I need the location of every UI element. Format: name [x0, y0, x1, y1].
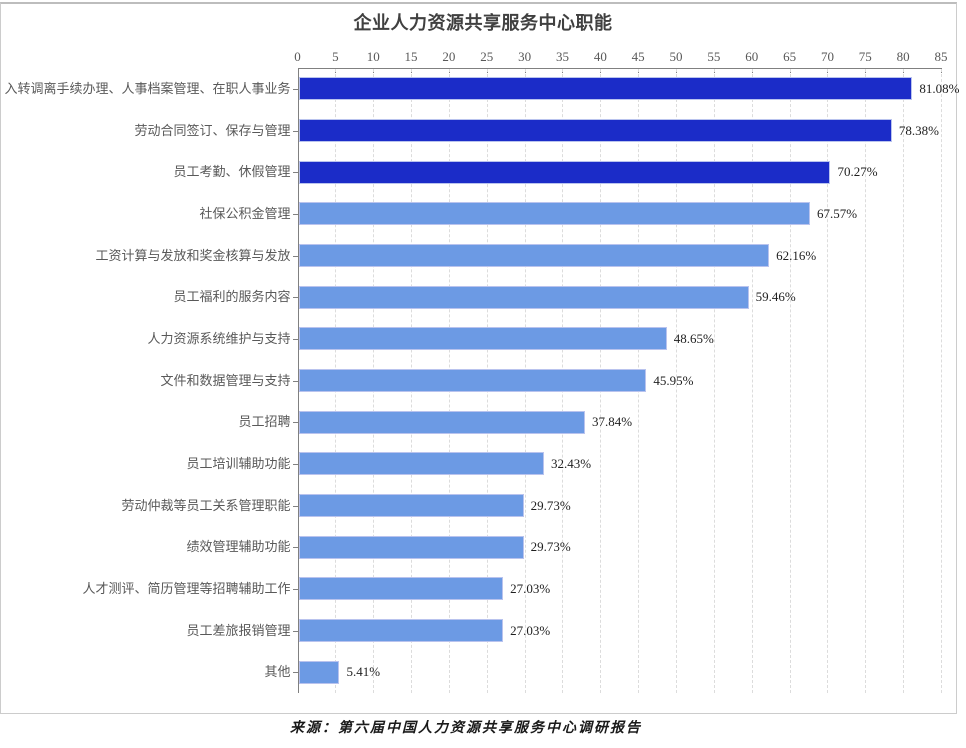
bar: [298, 369, 647, 392]
bar: [298, 410, 585, 434]
bar: [298, 77, 913, 101]
bar-value-label: 81.08%: [919, 80, 960, 96]
bar: [298, 160, 831, 184]
bar-value-label: 29.73%: [530, 539, 571, 555]
source-caption: 来源：第六届中国人力资源共享服务中心调研报告: [290, 721, 642, 736]
x-axis-tick-label: 75: [858, 49, 872, 64]
x-axis-tick-label: 70: [820, 49, 834, 64]
bar-value-label: 67.57%: [817, 205, 858, 221]
category-label: 绩效管理辅助功能: [186, 539, 291, 555]
chart-title: 企业人力资源共享服务中心职能: [353, 13, 613, 33]
vertical-gridline: [865, 69, 867, 693]
x-axis-tick-label: 35: [555, 49, 569, 64]
category-label: 入转调离手续办理、人事档案管理、在职人事业务: [4, 80, 291, 96]
category-tick-mark: [292, 255, 298, 257]
y-axis-line: [297, 68, 299, 693]
bar-value-label: 37.84%: [591, 414, 633, 430]
bar-value-label: 70.27%: [837, 164, 878, 180]
x-axis-tick-label: 30: [518, 49, 532, 64]
x-axis-tick-label: 20: [442, 49, 456, 64]
bar: [298, 535, 524, 559]
bar-value-label: 5.41%: [346, 664, 381, 680]
bar: [298, 660, 340, 684]
category-tick-mark: [292, 630, 298, 632]
bar-value-label: 29.73%: [530, 497, 571, 513]
bar: [298, 119, 892, 142]
category-tick-mark: [292, 505, 298, 507]
category-label: 员工培训辅助功能: [186, 455, 291, 471]
x-axis-tick-label: 60: [745, 49, 759, 64]
category-tick-mark: [292, 88, 298, 90]
vertical-gridline: [827, 69, 829, 693]
x-axis-tick-label: 10: [366, 49, 380, 64]
x-axis-tick-label: 40: [593, 49, 607, 64]
category-label: 劳动仲裁等员工关系管理职能: [121, 497, 291, 513]
category-tick-mark: [292, 297, 298, 299]
category-label: 劳动合同签订、保存与管理: [134, 122, 291, 138]
category-tick-mark: [292, 213, 298, 215]
bar-value-label: 59.46%: [755, 289, 796, 305]
x-axis-tick-label: 55: [707, 49, 721, 64]
vertical-gridline: [903, 69, 905, 693]
category-label: 员工差旅报销管理: [186, 622, 291, 638]
category-label: 员工招聘: [238, 414, 291, 430]
bar: [298, 452, 544, 476]
vertical-gridline: [941, 69, 942, 693]
bar: [298, 327, 667, 351]
bar-value-label: 32.43%: [551, 455, 592, 471]
category-label: 其他: [264, 664, 291, 680]
x-axis-tick-label: 0: [294, 49, 301, 64]
chart-panel-border: [0, 2, 957, 714]
vertical-gridline: [789, 69, 791, 693]
vertical-gridline: [751, 69, 753, 693]
bar-value-label: 78.38%: [898, 122, 939, 138]
bar-value-label: 62.16%: [776, 247, 817, 263]
category-tick-mark: [292, 130, 298, 132]
category-label: 员工福利的服务内容: [173, 289, 291, 305]
category-tick-mark: [292, 547, 298, 549]
bar: [298, 577, 504, 601]
category-tick-mark: [292, 672, 298, 674]
category-label: 工资计算与发放和奖金核算与发放: [95, 247, 291, 263]
category-label: 人力资源系统维护与支持: [147, 330, 291, 346]
category-label: 文件和数据管理与支持: [160, 372, 291, 388]
x-axis-tick-label: 15: [404, 49, 418, 64]
bar: [298, 244, 770, 267]
category-tick-mark: [292, 422, 298, 424]
bar: [298, 202, 811, 226]
category-label: 社保公积金管理: [199, 205, 291, 221]
bar-value-label: 48.65%: [673, 330, 714, 346]
x-axis-tick-label: 65: [783, 49, 797, 64]
category-tick-mark: [292, 380, 298, 382]
bar-value-label: 27.03%: [510, 622, 551, 638]
x-axis-tick-label: 80: [896, 49, 910, 64]
x-axis-tick-label: 50: [669, 49, 683, 64]
category-label: 员工考勤、休假管理: [173, 164, 291, 180]
vertical-gridline: [676, 69, 678, 693]
category-tick-mark: [292, 588, 298, 590]
x-axis-tick-label: 25: [480, 49, 494, 64]
x-axis-tick-label: 85: [934, 49, 948, 64]
x-axis-tick-label: 45: [631, 49, 645, 64]
bar-value-label: 45.95%: [653, 372, 694, 388]
bar: [298, 494, 524, 517]
vertical-gridline: [713, 69, 715, 693]
bar-value-label: 27.03%: [510, 580, 551, 596]
category-tick-mark: [292, 172, 298, 174]
x-axis-tick-label: 5: [332, 49, 339, 64]
category-tick-mark: [292, 463, 298, 465]
category-label: 人才测评、简历管理等招聘辅助工作: [82, 580, 291, 596]
x-axis-line: [297, 68, 942, 69]
bar: [298, 619, 504, 642]
category-tick-mark: [292, 338, 298, 340]
bar: [298, 285, 749, 309]
